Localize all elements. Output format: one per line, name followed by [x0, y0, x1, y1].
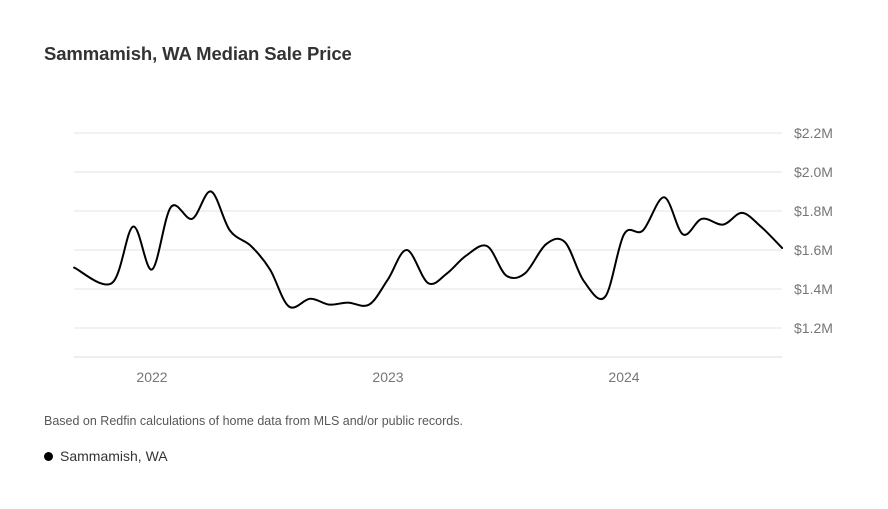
- y-axis-labels: $1.2M $1.4M $1.6M $1.8M $2.0M $2.2M: [794, 125, 833, 336]
- y-tick-label: $1.8M: [794, 203, 833, 219]
- legend: Sammamish, WA: [44, 448, 168, 464]
- y-tick-label: $2.2M: [794, 125, 833, 141]
- y-tick-label: $1.6M: [794, 242, 833, 258]
- legend-label: Sammamish, WA: [60, 448, 168, 464]
- legend-marker: [44, 451, 53, 461]
- chart-title: Sammamish, WA Median Sale Price: [44, 43, 352, 64]
- y-tick-label: $1.2M: [794, 320, 833, 336]
- x-tick-label: 2023: [372, 369, 403, 385]
- series-line-sammamish: [73, 190, 784, 309]
- series-layer: [73, 190, 784, 309]
- x-tick-label: 2022: [136, 369, 167, 385]
- source-note: Based on Redfin calculations of home dat…: [44, 414, 463, 428]
- x-axis-labels: 2022 2023 2024: [136, 369, 639, 385]
- y-tick-label: $1.4M: [794, 281, 833, 297]
- y-tick-label: $2.0M: [794, 164, 833, 180]
- gridlines: [74, 132, 782, 358]
- x-tick-label: 2024: [608, 369, 639, 385]
